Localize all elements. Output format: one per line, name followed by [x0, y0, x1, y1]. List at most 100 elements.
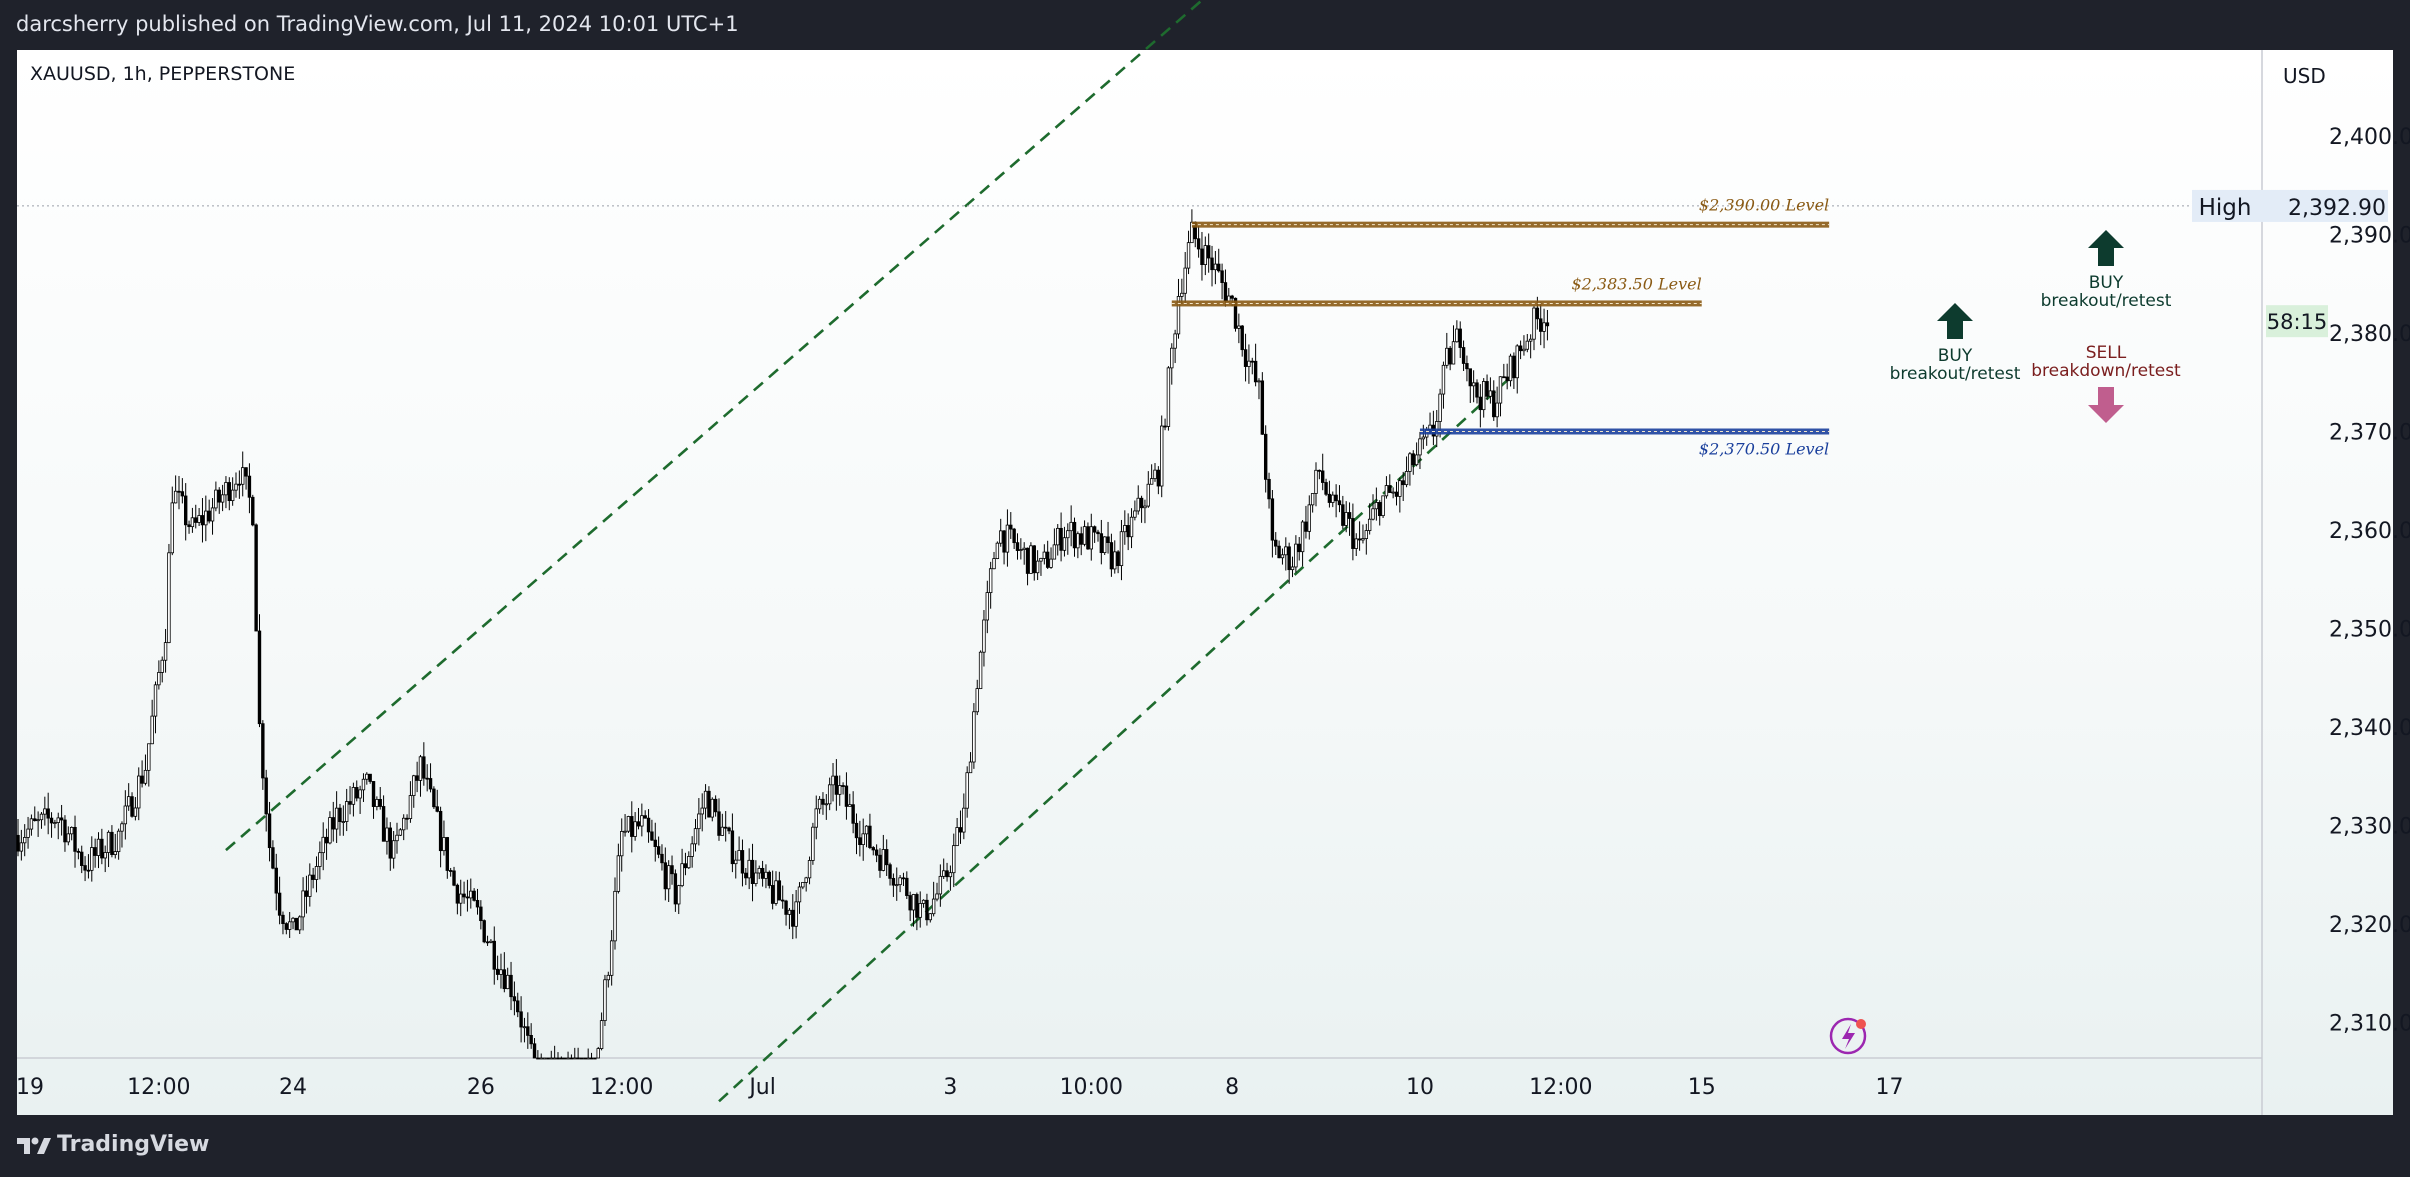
candle-body — [1009, 524, 1013, 530]
candle-body — [797, 886, 802, 903]
candle-body — [405, 817, 409, 820]
candle-body — [1404, 471, 1409, 486]
candle-body — [1525, 340, 1529, 350]
candle-body — [677, 885, 681, 905]
candle-body — [1230, 295, 1234, 299]
candle-body — [1488, 390, 1493, 397]
candle-body — [516, 1000, 520, 1013]
candle-body — [29, 818, 34, 830]
candle-body — [1445, 347, 1449, 366]
price-tick-label: 2,370.00 — [2329, 421, 2410, 446]
candle-body — [1287, 546, 1291, 571]
candle-body — [69, 826, 74, 835]
candle-body — [697, 813, 701, 830]
tradingview-logo[interactable]: TradingView — [17, 1132, 209, 1157]
candle-body — [197, 515, 201, 523]
candle-body — [858, 837, 862, 845]
candle-body — [817, 798, 822, 810]
candle-body — [1284, 546, 1288, 556]
candle-body — [341, 821, 346, 823]
candle-body — [26, 828, 30, 838]
candle-body — [80, 851, 84, 866]
candle-body — [1384, 485, 1389, 497]
candle-body — [1002, 530, 1006, 553]
price-tick-label: 2,390.00 — [2329, 224, 2410, 249]
candle-body — [220, 494, 225, 503]
candle-body — [1351, 518, 1355, 549]
candle-body — [351, 787, 356, 805]
candle-body — [385, 827, 389, 842]
candle-body — [116, 830, 121, 853]
candle-body — [133, 807, 138, 817]
candle-body — [660, 853, 664, 864]
candle-body — [603, 979, 607, 1022]
candle-body — [750, 859, 755, 884]
candle-body — [1485, 381, 1489, 397]
candle-body — [838, 785, 842, 795]
candle-body — [958, 827, 963, 833]
candle-body — [687, 856, 691, 869]
candle-body — [720, 826, 725, 836]
candle-body — [703, 790, 708, 809]
candle-body — [432, 788, 436, 808]
candle-body — [422, 756, 426, 779]
candle-body — [888, 864, 892, 879]
candle-body — [56, 817, 60, 823]
candle-body — [1310, 493, 1315, 506]
candle-body — [1173, 333, 1177, 349]
candle-body — [1039, 558, 1043, 562]
candle-body — [559, 1057, 564, 1060]
time-tick-label: 19 — [16, 1075, 44, 1100]
candle-body — [774, 880, 778, 904]
candle-body — [620, 831, 624, 857]
candle-body — [1146, 483, 1150, 507]
candle-body — [1522, 348, 1526, 352]
candle-body — [499, 969, 503, 975]
candle-body — [569, 1057, 574, 1060]
candle-body — [596, 1048, 600, 1059]
candle-body — [1227, 295, 1231, 302]
candle-body — [841, 785, 845, 787]
candle-body — [975, 688, 979, 713]
candle-body — [1381, 495, 1385, 517]
candle-body — [365, 773, 369, 780]
candle-body — [1505, 376, 1509, 382]
time-tick-label: Jul — [747, 1075, 776, 1100]
price-tick-label: 2,360.00 — [2329, 519, 2410, 544]
candle-body — [375, 799, 379, 807]
candle-body — [1012, 528, 1016, 544]
candle-body — [955, 827, 959, 847]
time-tick-label: 8 — [1225, 1075, 1239, 1100]
candle-body — [261, 723, 265, 779]
candle-body — [690, 843, 694, 857]
candle-body — [224, 482, 228, 496]
candle-body — [609, 940, 614, 976]
candle-body — [1076, 533, 1080, 549]
candle-body — [656, 846, 661, 855]
candle-body — [864, 825, 869, 835]
candle-body — [19, 842, 24, 852]
candle-body — [593, 1057, 597, 1060]
candle-body — [1334, 494, 1338, 502]
price-tick-label: 2,400.00 — [2329, 125, 2410, 150]
candle-body — [673, 873, 678, 905]
currency-label[interactable]: USD — [2283, 64, 2326, 88]
candle-body — [126, 796, 131, 807]
candle-body — [925, 899, 929, 921]
candle-body — [1528, 338, 1533, 342]
candle-body — [1327, 493, 1332, 503]
level-label-3: $2,370.50 Level — [1699, 440, 1829, 459]
candle-body — [871, 847, 875, 851]
candle-body — [157, 672, 161, 686]
buy-arrow-icon — [2088, 230, 2124, 266]
candle-body — [53, 822, 57, 824]
alert-icon[interactable] — [1829, 1017, 1867, 1055]
annotation-line2: breakdown/retest — [2031, 361, 2181, 381]
candle-body — [76, 850, 81, 853]
symbol-legend[interactable]: XAUUSD, 1h, PEPPERSTONE — [30, 63, 296, 85]
trade-annotations: BUYbreakout/retestBUYbreakout/retestSELL… — [1890, 230, 2181, 423]
candle-body — [435, 806, 439, 812]
candle-body — [1186, 242, 1191, 269]
candle-body — [1253, 360, 1258, 383]
